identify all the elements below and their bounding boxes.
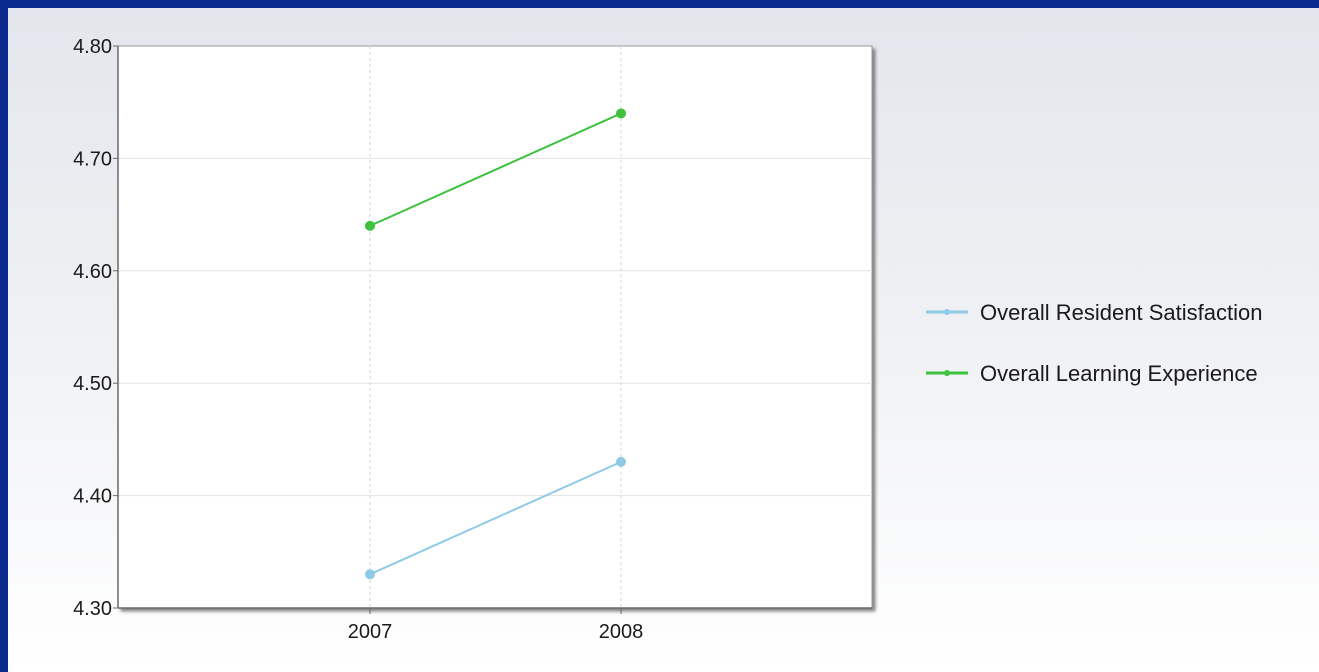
series-line <box>369 112 622 227</box>
grid <box>118 46 872 608</box>
y-tick-label: 4.40 <box>73 486 112 508</box>
y-tick-label: 4.60 <box>73 261 112 283</box>
data-point <box>365 569 375 580</box>
data-point <box>616 108 626 119</box>
legend-marker <box>944 309 950 315</box>
series <box>365 108 626 580</box>
series-line <box>369 460 622 576</box>
y-axis-ticks: 4.80 4.70 4.60 4.50 4.40 4.30 <box>73 36 118 620</box>
y-tick-label: 4.30 <box>73 598 112 620</box>
legend-marker <box>944 370 950 376</box>
y-tick-label: 4.80 <box>73 36 112 58</box>
x-tick-label: 2008 <box>599 621 644 643</box>
y-tick-label: 4.70 <box>73 148 112 170</box>
legend-label: Overall Learning Experience <box>980 361 1258 386</box>
data-point <box>365 220 375 231</box>
data-point <box>616 456 626 467</box>
legend-label: Overall Resident Satisfaction <box>980 300 1262 325</box>
y-tick-label: 4.50 <box>73 373 112 395</box>
legend: Overall Resident Satisfaction Overall Lea… <box>926 300 1262 386</box>
x-tick-label: 2007 <box>348 621 393 643</box>
x-axis-ticks: 2007 2008 <box>348 608 644 643</box>
plot-area <box>117 45 873 609</box>
